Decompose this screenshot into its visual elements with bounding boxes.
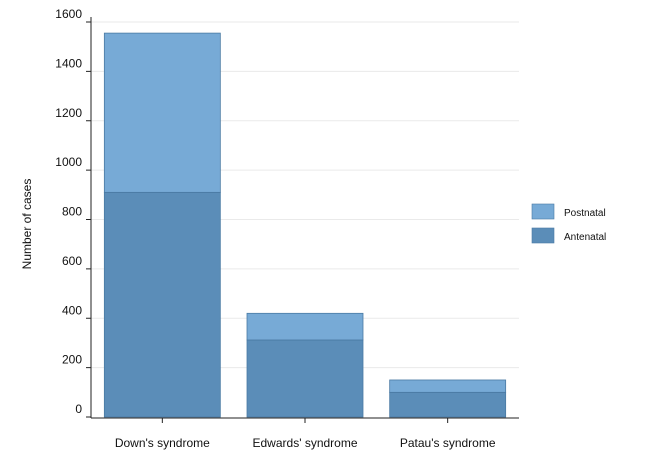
x-tick-label: Down's syndrome: [115, 436, 210, 450]
legend-label-postnatal: Postnatal: [564, 208, 606, 219]
y-axis-ticks: 0 200 400 600 800 1000 1200 1400 1600: [55, 7, 91, 418]
bar-antenatal-3: [389, 391, 507, 418]
y-tick-label: 1000: [55, 155, 82, 169]
y-axis-label: Number of cases: [20, 179, 34, 270]
bar-postnatal-3: [389, 379, 507, 393]
y-tick-label: 1400: [55, 56, 82, 70]
bars: [103, 32, 507, 418]
y-tick-label: 600: [62, 254, 82, 268]
legend-swatch-antenatal: [531, 227, 555, 244]
y-tick-label: 1200: [55, 106, 82, 120]
legend-label-antenatal: Antenatal: [564, 232, 606, 243]
y-tick-label: 800: [62, 205, 82, 219]
legend-swatch-postnatal: [531, 203, 555, 220]
bar-postnatal-1: [103, 32, 221, 193]
bar-antenatal-2: [246, 339, 364, 418]
bar-postnatal-2: [246, 312, 364, 341]
x-tick-label: Edwards' syndrome: [253, 436, 358, 450]
x-axis-ticks: Down's syndrome Edwards' syndrome Patau's …: [115, 418, 496, 450]
y-tick-label: 400: [62, 303, 82, 317]
bar-antenatal-1: [103, 191, 221, 418]
y-tick-label: 0: [75, 402, 82, 416]
y-tick-label: 200: [62, 353, 82, 367]
legend: Postnatal Antenatal: [531, 203, 606, 244]
x-tick-label: Patau's syndrome: [400, 436, 496, 450]
y-tick-label: 1600: [55, 7, 82, 21]
